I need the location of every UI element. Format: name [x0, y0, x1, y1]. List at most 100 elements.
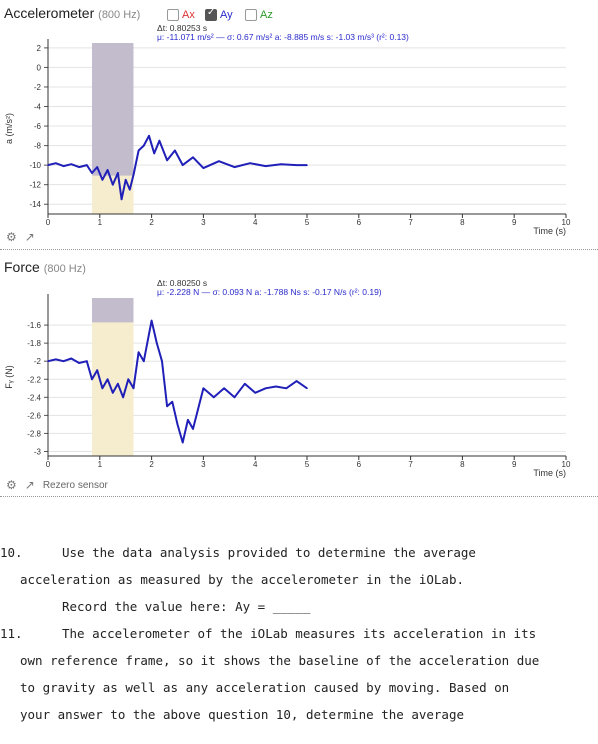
- y-tick-label: 0: [37, 63, 42, 72]
- accel-toolbar: ⚙ ↗: [6, 230, 35, 244]
- x-tick-label: 1: [98, 460, 103, 469]
- accel-rate: (800 Hz): [98, 9, 141, 21]
- data-point: [111, 392, 114, 394]
- data-point: [137, 351, 140, 353]
- data-point: [111, 183, 114, 186]
- data-point: [129, 188, 131, 191]
- export-icon[interactable]: ↗: [24, 478, 35, 492]
- data-point: [127, 378, 130, 381]
- data-point: [62, 360, 65, 362]
- gear-icon[interactable]: ⚙: [6, 478, 17, 492]
- data-point: [132, 387, 135, 390]
- data-point: [86, 164, 88, 166]
- force-rate: (800 Hz): [43, 263, 86, 275]
- y-tick-label: -4: [34, 103, 42, 112]
- data-point: [202, 387, 205, 390]
- force-title: Force: [4, 259, 40, 275]
- data-point: [96, 369, 99, 372]
- data-point: [249, 162, 251, 164]
- data-point: [124, 179, 127, 181]
- checkbox-ax-box[interactable]: [167, 9, 179, 21]
- checkbox-az[interactable]: Az: [245, 9, 273, 21]
- data-point: [137, 149, 140, 152]
- y-tick-label: -8: [34, 142, 42, 151]
- y-axis-label: Fᵧ (N): [4, 365, 14, 388]
- data-point: [295, 164, 298, 166]
- y-tick-label: -3: [34, 447, 42, 456]
- divider: [0, 496, 598, 497]
- y-tick-label: -10: [29, 161, 41, 170]
- checkbox-az-box[interactable]: [245, 9, 257, 21]
- y-tick-label: -2: [34, 83, 42, 92]
- data-point: [285, 387, 288, 390]
- data-point: [264, 165, 267, 167]
- accel-title: Accelerometer: [4, 5, 95, 21]
- data-point: [166, 405, 168, 408]
- data-point: [78, 362, 80, 364]
- y-tick-label: -6: [34, 122, 42, 131]
- data-point: [54, 358, 57, 361]
- data-point: [86, 360, 88, 362]
- x-tick-label: 6: [357, 460, 362, 469]
- checkbox-ax[interactable]: Ax: [167, 9, 195, 21]
- data-point: [192, 156, 194, 159]
- x-tick-label: 8: [460, 460, 465, 469]
- data-point: [120, 198, 123, 201]
- stats-dt: Δt: 0.80250 s: [157, 280, 207, 288]
- data-point: [158, 139, 161, 142]
- data-point: [132, 174, 135, 176]
- force-chart[interactable]: -1.6 -1.8 -2 -2.2 -2.4 -2.6 -2.8 -3 0 1 2 3 4 5 6 7 8 9 10…: [0, 280, 598, 490]
- data-point: [148, 333, 150, 335]
- x-tick-label: 10: [562, 218, 571, 227]
- rezero-sensor-button[interactable]: Rezero sensor: [42, 479, 108, 491]
- q10-line2: acceleration as measured by the accelero…: [20, 572, 465, 587]
- data-point: [166, 159, 168, 162]
- y-tick-label: -2: [34, 357, 42, 366]
- data-point: [78, 166, 80, 168]
- data-point: [47, 164, 49, 166]
- q10-line1: Use the data analysis provided to determ…: [62, 545, 476, 560]
- mean-band: [92, 298, 134, 323]
- data-point: [254, 392, 256, 394]
- data-point: [47, 360, 49, 362]
- data-point: [91, 172, 93, 174]
- data-point: [202, 167, 205, 169]
- checkbox-ay-box[interactable]: [205, 7, 217, 21]
- data-point: [218, 160, 220, 163]
- data-point: [155, 342, 158, 344]
- q11-number: 11.: [0, 626, 23, 641]
- data-point: [233, 396, 236, 399]
- data-point: [212, 396, 215, 399]
- data-point: [117, 382, 119, 385]
- q10-number: 10.: [0, 545, 23, 560]
- y-tick-label: -2.6: [27, 411, 41, 420]
- x-tick-label: 7: [408, 460, 413, 469]
- x-tick-label: 3: [201, 218, 206, 227]
- data-point: [176, 423, 179, 426]
- data-point: [280, 163, 282, 165]
- x-tick-label: 4: [253, 218, 258, 227]
- divider: [0, 249, 598, 250]
- data-point: [171, 401, 174, 403]
- data-point: [101, 387, 104, 390]
- data-point: [264, 387, 267, 390]
- mean-band: [92, 43, 134, 176]
- data-point: [70, 357, 73, 360]
- force-toolbar: ⚙ ↗ Rezero sensor: [6, 478, 108, 492]
- y-tick-label: -2.8: [27, 429, 41, 438]
- export-icon[interactable]: ↗: [24, 230, 35, 244]
- data-point: [306, 164, 308, 166]
- data-point: [233, 166, 236, 168]
- q11-line3: to gravity as well as any acceleration c…: [20, 680, 510, 695]
- data-point: [122, 396, 124, 399]
- data-point: [101, 179, 104, 181]
- gear-icon[interactable]: ⚙: [6, 230, 17, 244]
- data-point: [161, 360, 163, 362]
- stats-dt: Δt: 0.80253 s: [157, 25, 207, 33]
- checkbox-ay[interactable]: Ay: [205, 7, 233, 21]
- y-tick-label: -1.8: [27, 339, 41, 348]
- data-point: [150, 319, 153, 322]
- data-point: [91, 378, 93, 381]
- y-tick-label: -14: [29, 200, 41, 209]
